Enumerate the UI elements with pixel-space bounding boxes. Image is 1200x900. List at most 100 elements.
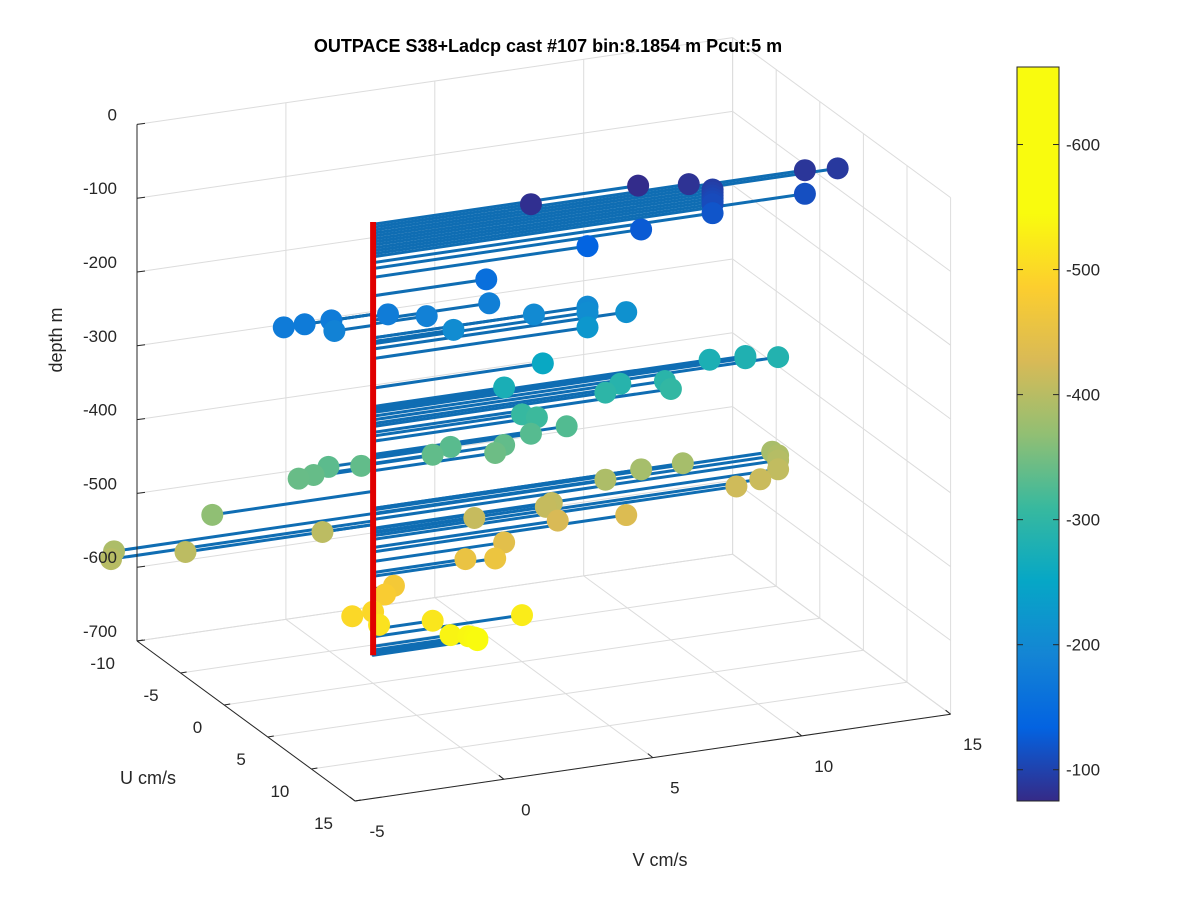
grid-line xyxy=(583,575,802,737)
z-tick xyxy=(136,196,146,199)
colorbar-tick-label: -400 xyxy=(1066,386,1100,405)
z-tick xyxy=(136,122,146,125)
u-tick-label: 0 xyxy=(193,718,202,737)
current-vector xyxy=(109,519,375,561)
u-tick xyxy=(354,799,362,802)
grid-line xyxy=(732,184,951,346)
grid-line xyxy=(136,110,733,199)
depth-marker xyxy=(576,235,599,258)
u-tick-label: -5 xyxy=(143,686,158,705)
depth-marker xyxy=(484,547,507,570)
colorbar-tick-label: -600 xyxy=(1066,136,1100,155)
depth-marker xyxy=(100,548,123,571)
depth-marker xyxy=(793,182,816,205)
grid-line xyxy=(732,37,951,199)
current-vector xyxy=(371,244,590,279)
depth-marker xyxy=(174,540,197,563)
v-tick xyxy=(945,709,951,715)
current-vector xyxy=(371,453,780,516)
v-tick-label: 0 xyxy=(521,800,530,819)
current-vector xyxy=(371,467,780,530)
grid-line xyxy=(434,597,654,759)
u-axis-label: U cm/s xyxy=(120,768,176,788)
current-vector xyxy=(371,458,780,521)
z-tick-label: -500 xyxy=(83,474,117,493)
z-tick-label: -700 xyxy=(83,622,117,641)
z-tick-label: -100 xyxy=(83,179,117,198)
depth-marker xyxy=(677,173,700,196)
v-tick-label: 10 xyxy=(814,757,833,776)
depth-marker xyxy=(671,452,694,475)
u-tick-label: 5 xyxy=(236,750,245,769)
u-tick-label: -10 xyxy=(90,654,115,673)
current-vector xyxy=(112,512,375,553)
colorbar-tick-label: -200 xyxy=(1066,636,1100,655)
current-vector xyxy=(371,556,497,578)
grid-line xyxy=(732,110,951,272)
depth-marker xyxy=(519,193,542,216)
current-vector xyxy=(371,191,715,244)
depth-marker xyxy=(793,159,816,182)
depth-marker xyxy=(519,422,542,445)
v-tick xyxy=(498,774,505,780)
current-vector xyxy=(371,519,560,550)
depth-marker xyxy=(201,503,224,526)
depth-marker xyxy=(350,454,373,477)
current-vector xyxy=(371,354,747,412)
depth-marker xyxy=(511,604,533,627)
depth-marker xyxy=(323,320,346,343)
v-tick-label: 15 xyxy=(963,735,982,754)
grid-line xyxy=(732,406,951,568)
current-vector xyxy=(371,633,453,648)
depth-marker xyxy=(421,443,444,466)
current-vector xyxy=(371,385,506,409)
depth-marker xyxy=(376,303,399,326)
current-vector xyxy=(371,412,524,438)
grid-line xyxy=(136,37,733,125)
current-vector xyxy=(371,188,715,241)
colorbar-tick-label: -100 xyxy=(1066,761,1100,780)
depth-marker xyxy=(439,624,462,647)
depth-marker xyxy=(546,509,569,532)
grid-line xyxy=(732,258,951,420)
depth-marker xyxy=(311,521,334,544)
current-vector xyxy=(371,505,548,534)
current-vector xyxy=(371,557,467,575)
v-tick xyxy=(796,731,803,737)
current-vector xyxy=(371,311,590,346)
depth-marker xyxy=(615,504,638,527)
marker-layer xyxy=(100,157,849,652)
z-tick xyxy=(136,491,146,494)
depth-marker xyxy=(734,347,757,370)
depth-marker xyxy=(463,506,486,529)
depth-marker xyxy=(630,218,653,241)
current-vector xyxy=(371,184,640,226)
u-tick-label: 15 xyxy=(314,814,333,833)
depth-marker xyxy=(594,381,617,404)
v-tick-label: -5 xyxy=(369,822,384,841)
colorbar xyxy=(1016,66,1060,802)
grid-layer xyxy=(136,37,952,802)
axis-layer: 0 -100 -200 -300 -400 -500 -600 -700 -10 -5 0 5 10 15… xyxy=(83,105,982,841)
depth-marker xyxy=(341,605,364,628)
depth-marker xyxy=(484,441,507,464)
current-vector xyxy=(371,168,807,235)
current-vector xyxy=(371,199,715,253)
current-vector xyxy=(371,382,622,422)
current-vector xyxy=(210,489,375,517)
current-vector xyxy=(371,450,774,512)
current-vector xyxy=(371,356,747,414)
depth-marker xyxy=(576,316,599,339)
z-tick-label: -400 xyxy=(83,401,117,420)
colorbar-tick-label: -500 xyxy=(1066,261,1100,280)
grid-line xyxy=(732,553,951,715)
current-vector xyxy=(371,477,762,538)
v-tick xyxy=(349,796,356,802)
depth-marker xyxy=(454,548,477,571)
depth-marker xyxy=(698,348,721,371)
current-vector xyxy=(371,193,715,247)
depth-marker xyxy=(659,377,682,400)
depth-marker xyxy=(466,629,489,652)
current-vector xyxy=(371,277,488,298)
